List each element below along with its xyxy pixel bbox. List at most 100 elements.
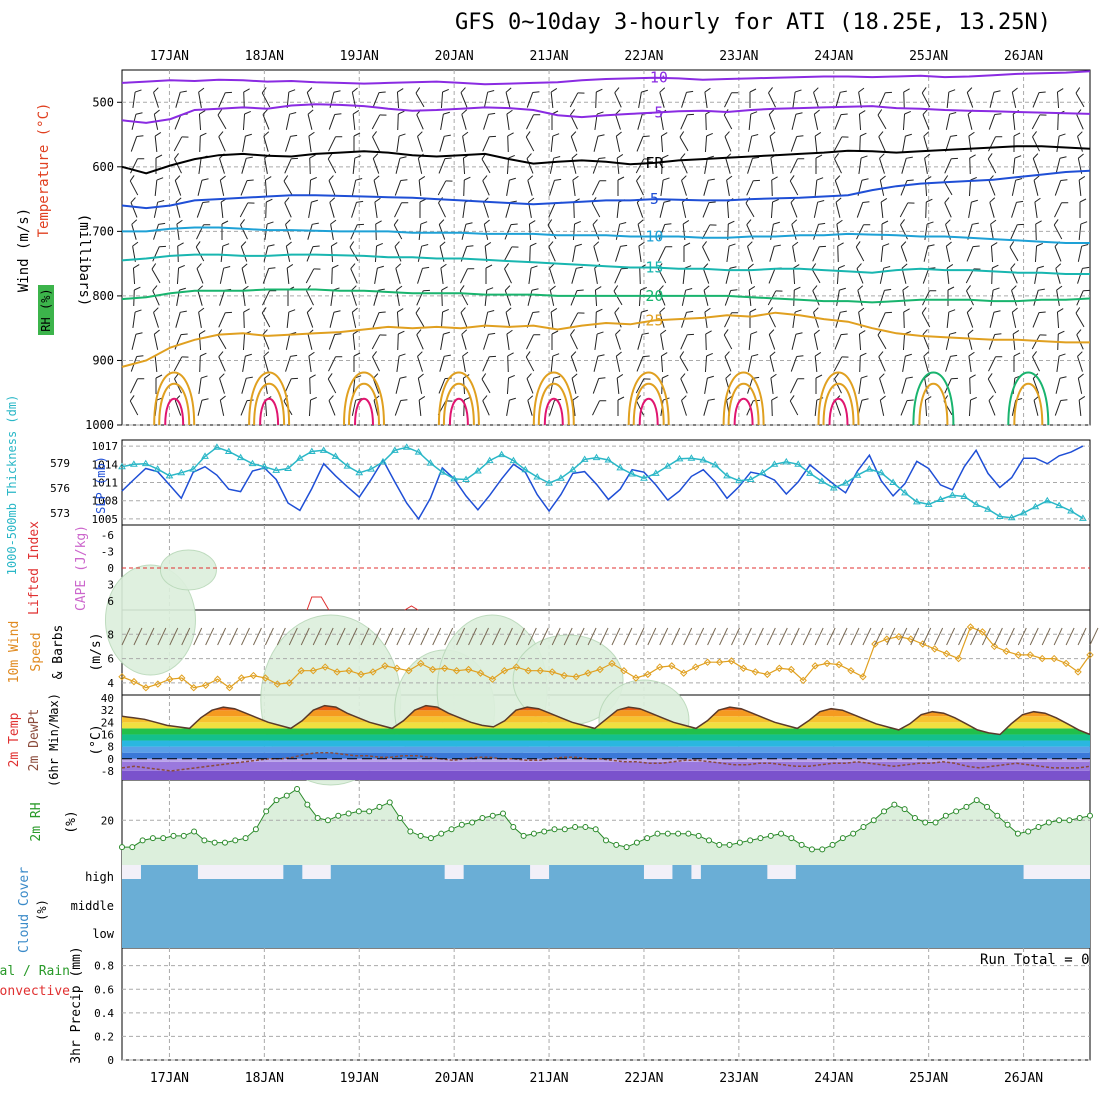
wind-barb-feather bbox=[1058, 330, 1065, 335]
wind-barb-feather bbox=[332, 264, 339, 269]
wind-barb bbox=[967, 329, 974, 350]
wind10-barb bbox=[946, 627, 956, 646]
wind-barb-feather bbox=[1058, 353, 1066, 357]
wind-barb-staff bbox=[417, 246, 423, 262]
wind-barb-staff bbox=[768, 268, 776, 284]
wind-barb-staff bbox=[1034, 245, 1038, 263]
wind-barb-feather bbox=[1012, 330, 1020, 335]
wind-barb bbox=[1054, 241, 1062, 262]
wind-barb-staff bbox=[614, 312, 622, 328]
wind-barb bbox=[153, 307, 159, 328]
wind-barb bbox=[219, 395, 226, 416]
wind-barb-staff bbox=[901, 268, 907, 284]
thickness-marker bbox=[331, 452, 340, 459]
wind-barb-feather bbox=[880, 175, 886, 181]
wind-barb-feather bbox=[856, 263, 862, 269]
wind-barb-feather bbox=[485, 264, 493, 269]
wind-barb-feather bbox=[181, 356, 189, 358]
wind-barb-feather bbox=[970, 396, 977, 401]
wind-barb-staff bbox=[242, 356, 246, 372]
wind-barb-feather bbox=[418, 373, 424, 379]
wind-barb-feather bbox=[416, 329, 422, 336]
surface-isotherm-loop bbox=[817, 371, 860, 426]
rh-marker bbox=[716, 841, 723, 848]
surface-isotherm-loop bbox=[1007, 371, 1050, 426]
wind-barb-feather bbox=[176, 219, 183, 225]
wind-barb bbox=[638, 89, 648, 108]
wind-barb-feather bbox=[309, 374, 316, 379]
wind10-marker bbox=[452, 667, 461, 675]
wind-barb-feather bbox=[175, 197, 182, 203]
wind-barb-staff bbox=[747, 246, 753, 262]
y-tick-label: 700 bbox=[92, 224, 114, 238]
wind-barb-staff bbox=[241, 378, 247, 394]
wind-barb-staff bbox=[374, 268, 378, 284]
wind-barb-feather bbox=[906, 399, 914, 402]
rh-marker bbox=[366, 808, 373, 815]
wind-barb-staff bbox=[943, 180, 953, 196]
wind-barb bbox=[813, 109, 820, 130]
wind10-barb bbox=[934, 627, 944, 646]
wind-barb bbox=[877, 109, 887, 130]
wind-barb bbox=[196, 263, 204, 284]
wind-barb-feather bbox=[576, 289, 584, 292]
wind-barb-feather bbox=[487, 310, 495, 313]
wind-barb-staff bbox=[658, 246, 666, 262]
wind10-marker bbox=[261, 674, 270, 682]
wind-barb-staff bbox=[833, 136, 843, 152]
wind-barb-staff bbox=[153, 312, 159, 328]
wind-barb-staff bbox=[616, 201, 620, 219]
wind-barb-feather bbox=[769, 131, 776, 137]
wind-barb-feather bbox=[834, 175, 841, 181]
wind10-marker bbox=[500, 667, 509, 675]
wind-barb bbox=[814, 132, 822, 153]
wind-barb-staff bbox=[594, 289, 598, 307]
wind-barb-feather bbox=[377, 265, 384, 269]
wind-barb bbox=[856, 201, 870, 218]
wind-barb-feather bbox=[923, 131, 930, 137]
wind-barb bbox=[328, 395, 336, 416]
wind-barb-feather bbox=[570, 329, 575, 336]
wind-barb bbox=[197, 398, 209, 416]
wind-barb-feather bbox=[1038, 311, 1046, 314]
wind-barb bbox=[680, 153, 688, 174]
thickness-marker bbox=[651, 469, 660, 476]
wind-barb-feather bbox=[616, 131, 622, 137]
wind10-marker bbox=[620, 667, 628, 675]
wind-barb-feather bbox=[880, 198, 888, 203]
wind-barb bbox=[1056, 88, 1064, 109]
wind10-marker bbox=[166, 675, 174, 683]
wind10-speed-line bbox=[121, 626, 1091, 689]
wind-barb-staff bbox=[372, 378, 380, 394]
wind-barb-staff bbox=[1032, 136, 1040, 152]
thickness-marker bbox=[663, 462, 672, 469]
wind-barb-staff bbox=[660, 334, 664, 350]
wind-barb bbox=[681, 310, 694, 328]
wind-barb bbox=[415, 307, 425, 328]
wind-barb bbox=[660, 132, 668, 153]
wind-barb bbox=[1011, 285, 1017, 306]
wind-barb-staff bbox=[704, 92, 708, 108]
wind-barb-staff bbox=[330, 245, 334, 263]
wind-barb-feather bbox=[662, 374, 669, 379]
wind-barb-feather bbox=[288, 89, 296, 93]
wind-barb bbox=[592, 180, 607, 196]
wind10-barb bbox=[396, 627, 406, 646]
temp-unit-label: (°C) bbox=[89, 724, 104, 755]
wind-barb-feather bbox=[1011, 285, 1017, 291]
wind-barb bbox=[945, 354, 958, 372]
wind-barb-staff bbox=[482, 356, 490, 372]
wind-barb bbox=[902, 285, 909, 306]
wind-barb-staff bbox=[196, 268, 204, 284]
wind-barb bbox=[1076, 109, 1084, 130]
wind-barb bbox=[483, 332, 496, 350]
wind-barb-feather bbox=[312, 222, 319, 225]
wind10-barb bbox=[145, 627, 155, 646]
wind-barb-staff bbox=[439, 356, 445, 372]
wind-barb-feather bbox=[726, 395, 733, 401]
wind-barb bbox=[418, 396, 426, 417]
wind-barb bbox=[483, 219, 490, 240]
wind-barb-feather bbox=[225, 311, 232, 314]
wind-barb bbox=[416, 329, 424, 350]
wind-barb-staff bbox=[351, 400, 357, 416]
